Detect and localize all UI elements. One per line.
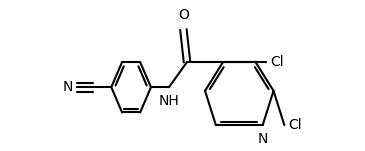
Text: O: O xyxy=(178,8,189,22)
Text: N: N xyxy=(258,132,268,146)
Text: NH: NH xyxy=(159,94,179,108)
Text: Cl: Cl xyxy=(270,55,284,69)
Text: N: N xyxy=(63,80,73,94)
Text: Cl: Cl xyxy=(288,118,301,132)
